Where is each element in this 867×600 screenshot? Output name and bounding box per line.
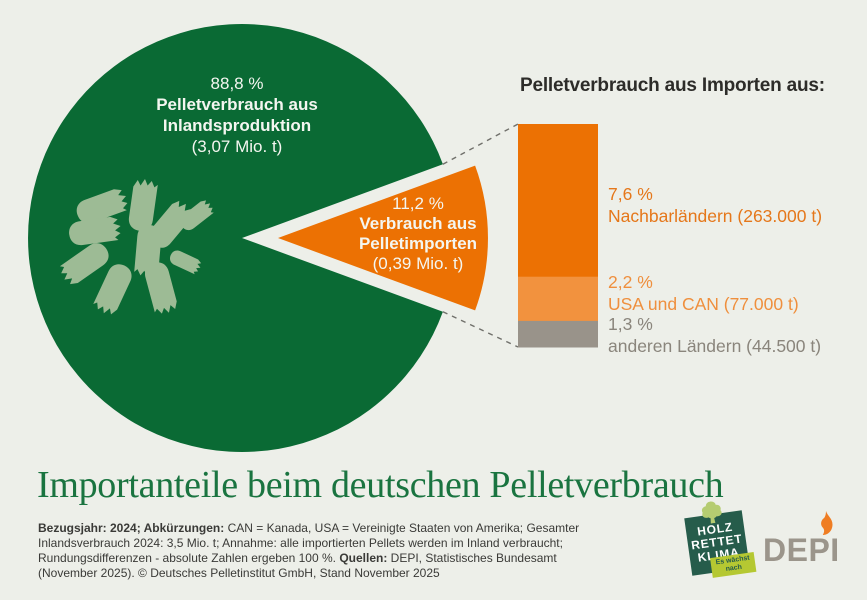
imports-label-line2: Pelletimporten	[358, 234, 478, 253]
imports-slice-label: 11,2 % Verbrauch aus Pelletimporten (0,3…	[320, 194, 516, 274]
inland-slice-label: 88,8 % Pelletverbrauch aus Inlandsproduk…	[87, 73, 387, 157]
holz-rettet-klima-logo: HOLZ RETTET KLIMA Es wächst nach	[684, 501, 757, 578]
footnote-seg-4: DEPI, Statistisches Bundesamt (November …	[38, 551, 557, 580]
legend-item-usa-can: 2,2 % USA und CAN (77.000 t)	[608, 272, 799, 315]
imports-pct: 11,2 %	[392, 194, 444, 213]
pie-slices	[28, 23, 519, 453]
flame-icon	[821, 511, 833, 535]
legend-item-neighbors: 7,6 % Nachbarländern (263.000 t)	[608, 184, 822, 227]
legend-label-other: anderen Ländern (44.500 t)	[608, 335, 822, 356]
inland-label-line2: Inlandsproduktion	[162, 116, 312, 135]
legend-pct-usa-can: 2,2 %	[608, 272, 653, 292]
footnote-seg-1: Bezugsjahr: 2024; Abkürzungen:	[38, 521, 228, 535]
inland-pct: 88,8 %	[210, 74, 264, 93]
depi-logo-text: DEPI	[763, 532, 840, 568]
footnote: Bezugsjahr: 2024; Abkürzungen: CAN = Kan…	[38, 521, 613, 581]
depi-logo: DEPI	[763, 511, 847, 571]
legend-pct-neighbors: 7,6 %	[608, 184, 653, 204]
inland-amount: (3,07 Mio. t)	[191, 137, 283, 156]
legend-pct-other: 1,3 %	[608, 314, 653, 334]
footnote-seg-2: CAN = Kanada, USA = Vereinigte Staaten v…	[38, 521, 580, 565]
imports-label-line1: Verbrauch aus	[359, 214, 477, 233]
legend-item-other-countries: 1,3 % anderen Ländern (44.500 t)	[608, 314, 821, 357]
imports-breakdown-heading: Pelletverbrauch aus Importen aus:	[520, 75, 825, 96]
legend-label-usa-can: USA und CAN (77.000 t)	[608, 293, 799, 314]
tree-icon	[701, 501, 722, 524]
footnote-seg-3: Quellen:	[339, 551, 391, 565]
inland-label-line1: Pelletverbrauch aus	[156, 95, 318, 114]
imports-stacked-bar	[518, 124, 598, 348]
page-title: Importanteile beim deutschen Pelletverbr…	[37, 464, 724, 506]
legend-label-neighbors: Nachbarländern (263.000 t)	[608, 205, 823, 226]
imports-amount: (0,39 Mio. t)	[372, 254, 464, 273]
